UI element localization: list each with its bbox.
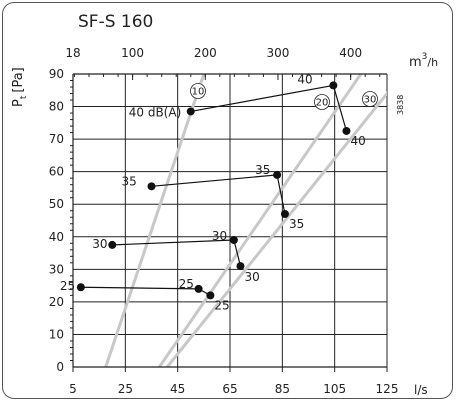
chart-title: SF-S 160 <box>78 12 154 32</box>
damper-lines: 10 20 30 <box>104 74 387 367</box>
data-point <box>76 283 85 292</box>
data-label: 35 <box>122 174 137 188</box>
chart-frame <box>2 2 453 399</box>
damper-label-10: 10 <box>192 87 205 98</box>
data-point <box>280 209 289 218</box>
series-line-35 <box>151 174 286 215</box>
data-label: 40 dB(A) <box>129 105 182 119</box>
damper-label-30: 30 <box>364 95 377 106</box>
y-tick-label: 20 <box>49 295 64 309</box>
data-label: 30 <box>244 270 259 284</box>
damper-line-30 <box>166 91 387 367</box>
data-point <box>147 182 156 191</box>
x-top-tick-label: 100 <box>121 46 144 60</box>
x-top-tick-label: 18 <box>65 46 80 60</box>
damper-line-20 <box>158 74 363 367</box>
x-tick-label: 5 <box>69 382 77 396</box>
x-top-tick-label: 200 <box>194 46 217 60</box>
y-tick-label: 10 <box>49 327 64 341</box>
y-tick-label: 0 <box>56 360 64 374</box>
data-point <box>329 81 338 90</box>
y-tick-label: 80 <box>49 100 64 114</box>
data-point <box>186 107 195 116</box>
data-point <box>194 284 203 293</box>
data-label: 25 <box>214 298 229 312</box>
data-label: 35 <box>255 163 270 177</box>
y-tick-label: 70 <box>49 132 64 146</box>
data-point <box>206 291 215 300</box>
x-tick-label: 65 <box>222 382 237 396</box>
axes: 0 10 20 30 40 50 60 70 80 90 5 25 45 65 85 105 125 18 100 2… <box>49 46 399 396</box>
damper-marker-20 <box>314 94 330 110</box>
data-label: 25 <box>179 277 194 291</box>
data-point <box>229 236 238 245</box>
y-tick-label: 50 <box>49 197 64 211</box>
data-point <box>273 170 282 179</box>
x-unit-bottom: l/s <box>414 383 428 397</box>
damper-line-10 <box>104 74 206 367</box>
x-tick-label: 25 <box>118 382 133 396</box>
data-label: 35 <box>289 217 304 231</box>
x-tick-label: 105 <box>323 382 346 396</box>
data-label: 30 <box>92 237 107 251</box>
data-label: 40 <box>297 72 312 86</box>
x-tick-label: 125 <box>376 382 399 396</box>
series-line-30 <box>112 239 242 267</box>
damper-label-20: 20 <box>316 98 329 109</box>
data-label: 40 <box>350 134 365 148</box>
x-tick-label: 45 <box>170 382 185 396</box>
y-tick-label: 40 <box>49 230 64 244</box>
damper-marker-30 <box>362 91 378 107</box>
axis-labels: Pt[Pa] l/s m3/h <box>11 52 438 397</box>
x-top-tick-label: 300 <box>267 46 290 60</box>
data-label: 30 <box>212 229 227 243</box>
data-point <box>108 240 117 249</box>
x-top-tick-label: 400 <box>339 46 362 60</box>
y-tick-label: 60 <box>49 165 64 179</box>
y-tick-label: 30 <box>49 262 64 276</box>
x-unit-top: m3/h <box>409 52 438 70</box>
y-tick-label: 90 <box>49 67 64 81</box>
x-tick-label: 85 <box>275 382 290 396</box>
data-point <box>342 126 351 135</box>
damper-marker-10 <box>190 83 206 99</box>
y-axis-label: Pt[Pa] <box>11 67 29 107</box>
data-point <box>236 262 245 271</box>
